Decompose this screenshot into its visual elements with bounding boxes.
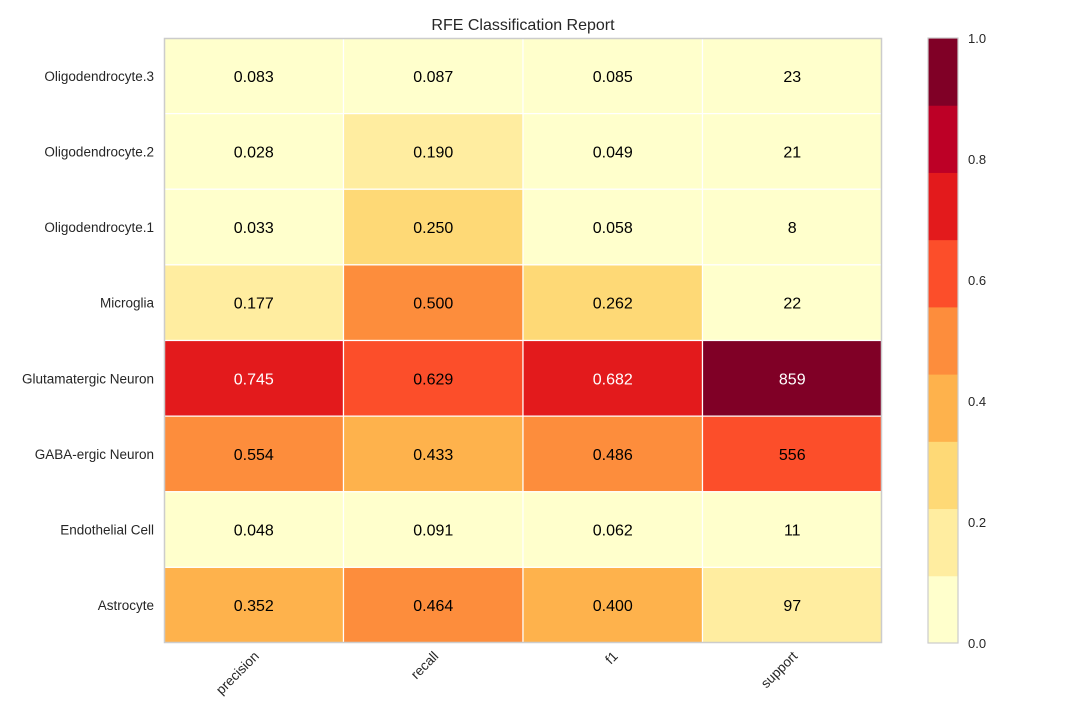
cell-value-label: 556 [779,447,806,464]
row-label: Oligodendrocyte.1 [44,220,154,235]
heatmap-cell [163,264,345,342]
cell-value-label: 22 [783,296,801,313]
heatmap-cell [342,37,524,115]
cell-value-label: 0.083 [234,69,274,86]
colorbar-segment [928,172,958,241]
colorbar-tick-label: 0.2 [968,515,986,530]
colorbar-segment [928,441,958,510]
heatmap-cell [163,339,345,417]
colorbar-border [927,37,959,644]
heatmap-cell [701,188,883,266]
column-label: precision [213,649,262,698]
heatmap-cell [342,264,524,342]
cell-value-label: 21 [783,144,801,161]
colorbar: 0.0 0.2 0.4 0.6 0.8 1.0 [927,31,986,651]
heatmap-cell [342,113,524,190]
cell-value-label: 8 [788,220,797,237]
cell-value-label: 0.745 [234,371,274,388]
colorbar-tick-label: 0.6 [968,273,986,288]
row-labels: Oligodendrocyte.3 Oligodendrocyte.2 Oligod… [22,69,155,613]
heatmap-cell [701,339,883,417]
column-label: f1 [602,649,621,668]
heatmap-cell [342,415,524,493]
colorbar-segment [928,575,958,644]
heatmap-cell [522,491,704,568]
cell-value-label: 0.048 [234,523,274,540]
colorbar-segment [928,508,958,577]
cell-value-label: 0.062 [593,523,633,540]
colorbar-segment [928,105,958,173]
row-label: Microglia [100,296,155,311]
heatmap-cell [522,264,704,342]
heatmap-cell [522,339,704,417]
colorbar-segment [928,38,958,106]
row-label: GABA-ergic Neuron [35,447,154,462]
cell-value-label: 0.464 [413,598,453,615]
colorbar-segment [928,306,958,375]
cell-value-label: 0.177 [234,296,274,313]
cell-value-label: 0.049 [593,144,633,161]
heatmap-cell [163,566,345,644]
cell-value-label: 0.190 [413,144,453,161]
colorbar-tick-label: 0.0 [968,636,986,651]
heatmap-cells: 0.083 0.087 0.085 23 0.028 0.190 0.049 21 0.033 0… [163,37,883,644]
cell-value-label: 23 [783,69,801,86]
chart-title: RFE Classification Report [431,17,615,34]
heatmap-cell [163,415,345,493]
heatmap-cell [163,113,345,190]
cell-value-label: 0.629 [413,371,453,388]
cell-value-label: 0.352 [234,598,274,615]
heatmap-cell [522,566,704,644]
cell-value-label: 859 [779,371,806,388]
cell-value-label: 0.033 [234,220,274,237]
row-label: Oligodendrocyte.3 [44,69,154,84]
heatmap-cell [522,415,704,493]
cell-value-label: 0.400 [593,598,633,615]
heatmap-cell [342,339,524,417]
heatmap-cell [342,188,524,266]
cell-value-label: 0.500 [413,296,453,313]
cell-value-label: 0.087 [413,69,453,86]
row-label: Endothelial Cell [60,523,154,538]
colorbar-tick-label: 0.4 [968,394,986,409]
row-label: Astrocyte [98,598,154,613]
cell-value-label: 0.085 [593,69,633,86]
column-labels: precision recall f1 support [213,648,800,697]
colorbar-segment [928,239,958,308]
heatmap-cell [701,113,883,190]
row-label: Glutamatergic Neuron [22,371,154,386]
heatmap-cell [163,491,345,568]
cell-value-label: 0.250 [413,220,453,237]
heatmap-cell [701,37,883,115]
cell-value-label: 11 [784,523,801,540]
cell-value-label: 97 [783,598,801,615]
row-label: Oligodendrocyte.2 [44,144,154,159]
column-label: recall [408,649,441,682]
heatmap-cell [701,264,883,342]
cell-value-label: 0.433 [413,447,453,464]
column-label: support [758,648,801,691]
cell-value-label: 0.554 [234,447,274,464]
colorbar-tick-label: 0.8 [968,152,986,167]
cell-value-label: 0.486 [593,447,633,464]
cell-value-label: 0.091 [413,523,453,540]
heatmap-cell [163,37,345,115]
colorbar-segment [928,374,958,442]
cell-value-label: 0.058 [593,220,633,237]
heatmap-cell [701,491,883,568]
cell-value-label: 0.262 [593,296,633,313]
colorbar-tick-label: 1.0 [968,31,986,46]
plot-border [163,37,883,644]
cell-value-label: 0.028 [234,144,274,161]
cell-value-label: 0.682 [593,371,633,388]
